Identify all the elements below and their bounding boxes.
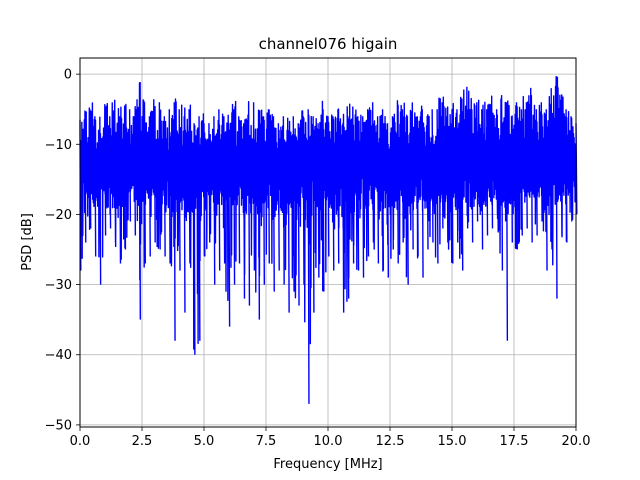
x-tick-label: 20.0 [562, 434, 591, 449]
x-axis: 0.0 2.5 5.0 7.5 10.0 12.5 15.0 17.5 20.0 [70, 427, 591, 449]
y-tick-label: −50 [45, 418, 72, 433]
y-axis: 0 −10 −20 −30 −40 −50 [45, 68, 80, 433]
x-tick-label: 15.0 [438, 434, 467, 449]
series-group [79, 76, 578, 404]
psd-series-line [79, 76, 578, 404]
y-tick-label: −30 [45, 278, 72, 293]
chart-title: channel076 higain [259, 35, 398, 53]
y-axis-label: PSD [dB] [20, 213, 35, 271]
x-tick-label: 5.0 [194, 434, 215, 449]
x-tick-label: 12.5 [376, 434, 405, 449]
y-tick-label: 0 [64, 68, 72, 83]
x-tick-label: 2.5 [132, 434, 153, 449]
y-tick-label: −40 [45, 348, 72, 363]
y-tick-label: −20 [45, 208, 72, 223]
x-tick-label: 17.5 [500, 434, 529, 449]
x-tick-label: 0.0 [70, 434, 91, 449]
x-tick-label: 7.5 [256, 434, 277, 449]
x-axis-label: Frequency [MHz] [273, 457, 382, 472]
x-tick-label: 10.0 [314, 434, 343, 449]
y-tick-label: −10 [45, 138, 72, 153]
